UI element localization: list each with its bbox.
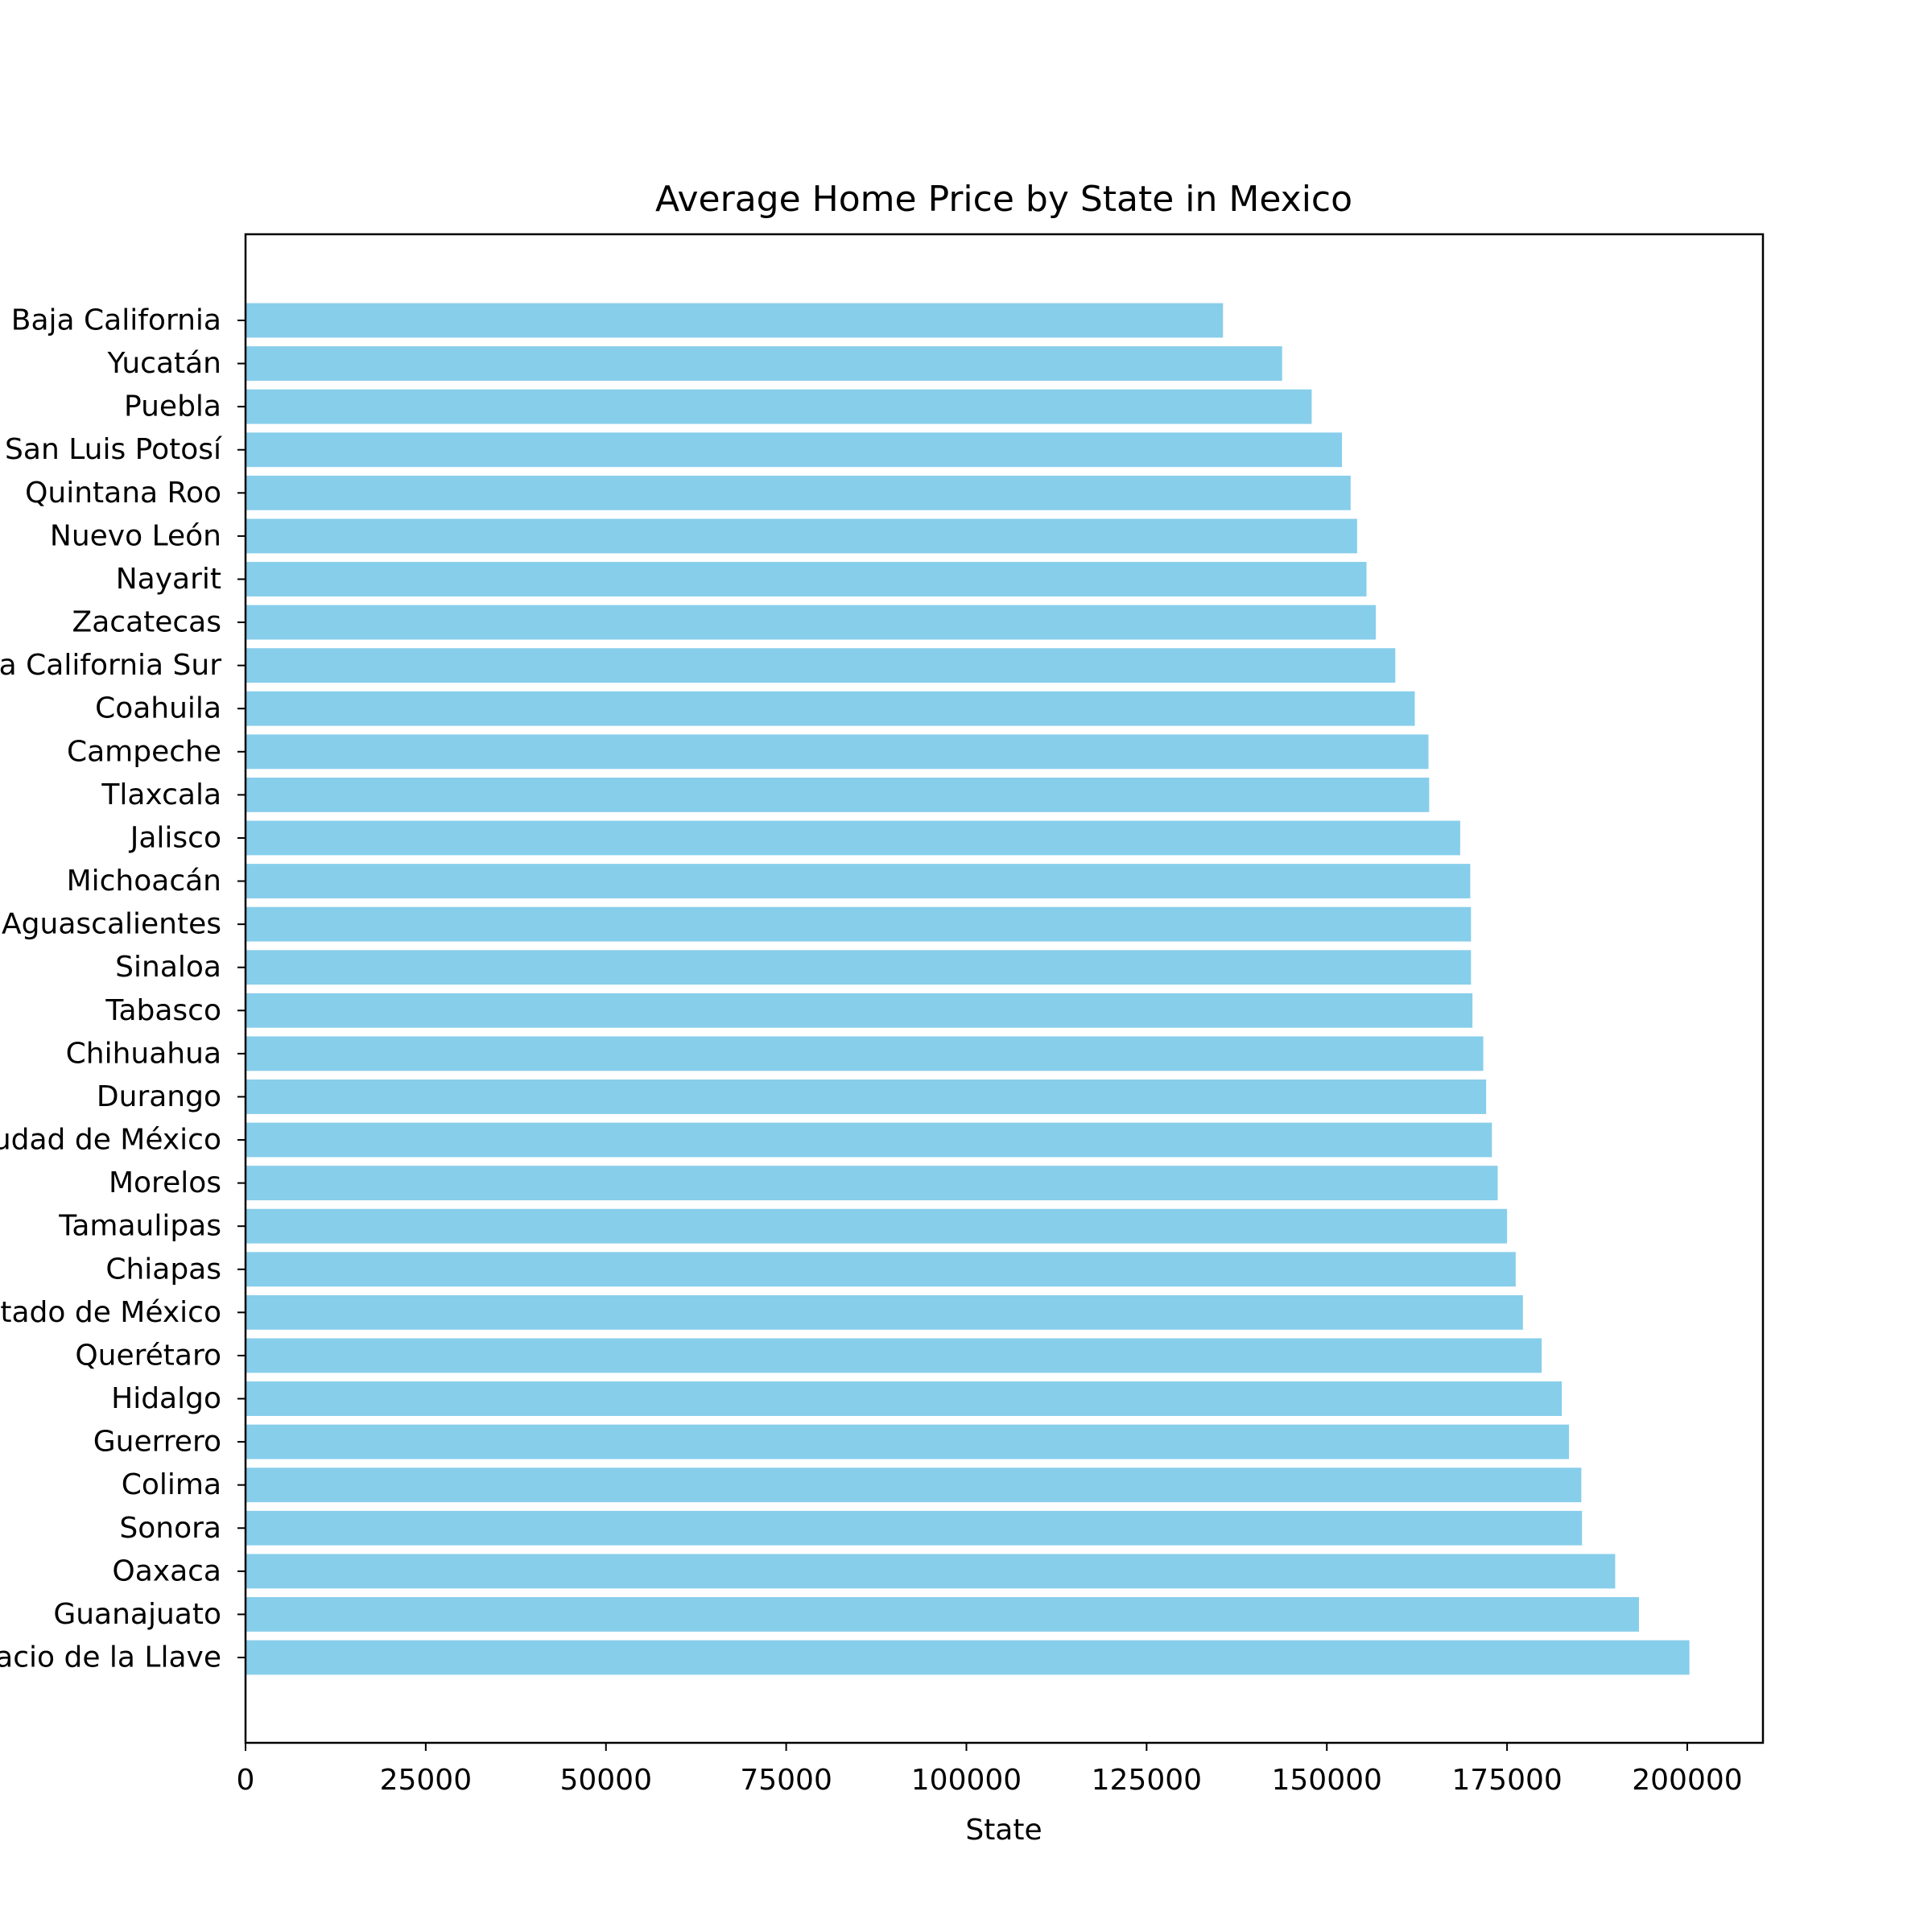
y-tick-label: Nuevo León <box>50 519 221 552</box>
bar-1 <box>246 346 1282 382</box>
y-tick-label: Ciudad de México <box>0 1124 221 1157</box>
y-tick-label: Colima <box>122 1468 221 1501</box>
y-tick-label: Puebla <box>124 390 221 423</box>
y-tick-label: Baja California Sur <box>0 649 221 682</box>
bar-28 <box>246 1510 1583 1546</box>
bar-8 <box>246 648 1396 683</box>
bar-26 <box>246 1424 1570 1459</box>
y-tick-label: Tabasco <box>105 994 221 1027</box>
x-tick-label: 175000 <box>1451 1764 1562 1797</box>
y-tick-label: Querétaro <box>75 1339 221 1372</box>
bars-group <box>246 303 1690 1675</box>
bar-12 <box>246 820 1460 856</box>
bar-20 <box>246 1166 1498 1201</box>
bar-31 <box>246 1640 1690 1675</box>
x-tick-label: 25000 <box>380 1764 473 1797</box>
bar-25 <box>246 1381 1563 1416</box>
y-tick-label: Estado de México <box>0 1296 221 1329</box>
y-tick-label: Yucatán <box>106 347 221 380</box>
bar-23 <box>246 1294 1523 1330</box>
bar-30 <box>246 1596 1639 1632</box>
y-tick-label: Jalisco <box>129 821 221 854</box>
x-tick-label: 50000 <box>559 1764 652 1797</box>
y-tick-label: Veracruz de Ignacio de la Llave <box>0 1641 221 1674</box>
bar-0 <box>246 303 1224 338</box>
y-tick-label: Sinaloa <box>115 951 221 984</box>
y-tick-labels: Baja California Yucatán Puebla San Luis Pot… <box>0 304 246 1674</box>
y-tick-label: Chiapas <box>105 1253 221 1286</box>
y-tick-label: Tamaulipas <box>58 1210 221 1243</box>
bar-7 <box>246 605 1377 640</box>
chart-title: Average Home Price by State in Mexico <box>655 179 1352 220</box>
bar-9 <box>246 691 1415 726</box>
y-tick-label: Oaxaca <box>112 1554 221 1587</box>
y-tick-label: Chihuahua <box>66 1037 221 1070</box>
y-tick-label: Guerrero <box>93 1426 221 1459</box>
y-tick-label: Hidalgo <box>111 1382 221 1415</box>
x-tick-label: 100000 <box>911 1764 1022 1797</box>
bar-2 <box>246 389 1312 424</box>
bar-5 <box>246 518 1357 554</box>
y-tick-label: Aguascalientes <box>2 908 221 941</box>
x-ticks: 0 25000 50000 75000 100000 125000 150000 175000… <box>237 1743 1743 1797</box>
bar-15 <box>246 950 1472 985</box>
y-tick-label: San Luis Potosí <box>5 433 222 466</box>
bar-22 <box>246 1252 1516 1287</box>
bar-4 <box>246 475 1351 510</box>
bar-16 <box>246 993 1473 1028</box>
bar-24 <box>246 1338 1542 1373</box>
y-tick-label: Sonora <box>119 1512 221 1545</box>
bar-19 <box>246 1122 1492 1158</box>
bar-13 <box>246 864 1471 898</box>
bar-29 <box>246 1554 1616 1589</box>
bar-6 <box>246 562 1367 597</box>
y-tick-label: Durango <box>97 1080 221 1113</box>
plot-frame <box>244 233 1765 1744</box>
bar-14 <box>246 906 1472 942</box>
bar-17 <box>246 1036 1484 1071</box>
bar-3 <box>246 432 1343 468</box>
bar-21 <box>246 1208 1508 1244</box>
y-tick-label: Zacatecas <box>72 606 221 639</box>
x-tick-label: 0 <box>237 1764 255 1797</box>
x-tick-label: 125000 <box>1092 1764 1202 1797</box>
y-tick-label: Baja California <box>11 304 221 337</box>
x-tick-label: 75000 <box>740 1764 832 1797</box>
y-tick-label: Quintana Roo <box>25 477 221 510</box>
y-tick-label: Guanajuato <box>53 1598 221 1631</box>
x-tick-label: 150000 <box>1272 1764 1382 1797</box>
bar-27 <box>246 1468 1582 1503</box>
bar-18 <box>246 1080 1487 1114</box>
x-tick-label: 200000 <box>1632 1764 1742 1797</box>
x-axis-title: State <box>965 1814 1042 1847</box>
bar-10 <box>246 734 1429 770</box>
y-tick-label: Campeche <box>67 735 221 768</box>
y-tick-label: Michoacán <box>67 865 221 898</box>
y-tick-label: Tlaxcala <box>101 778 221 811</box>
bar-11 <box>246 777 1430 812</box>
y-tick-label: Coahuila <box>95 692 221 725</box>
y-tick-label: Morelos <box>109 1166 221 1199</box>
y-tick-label: Nayarit <box>116 563 221 596</box>
